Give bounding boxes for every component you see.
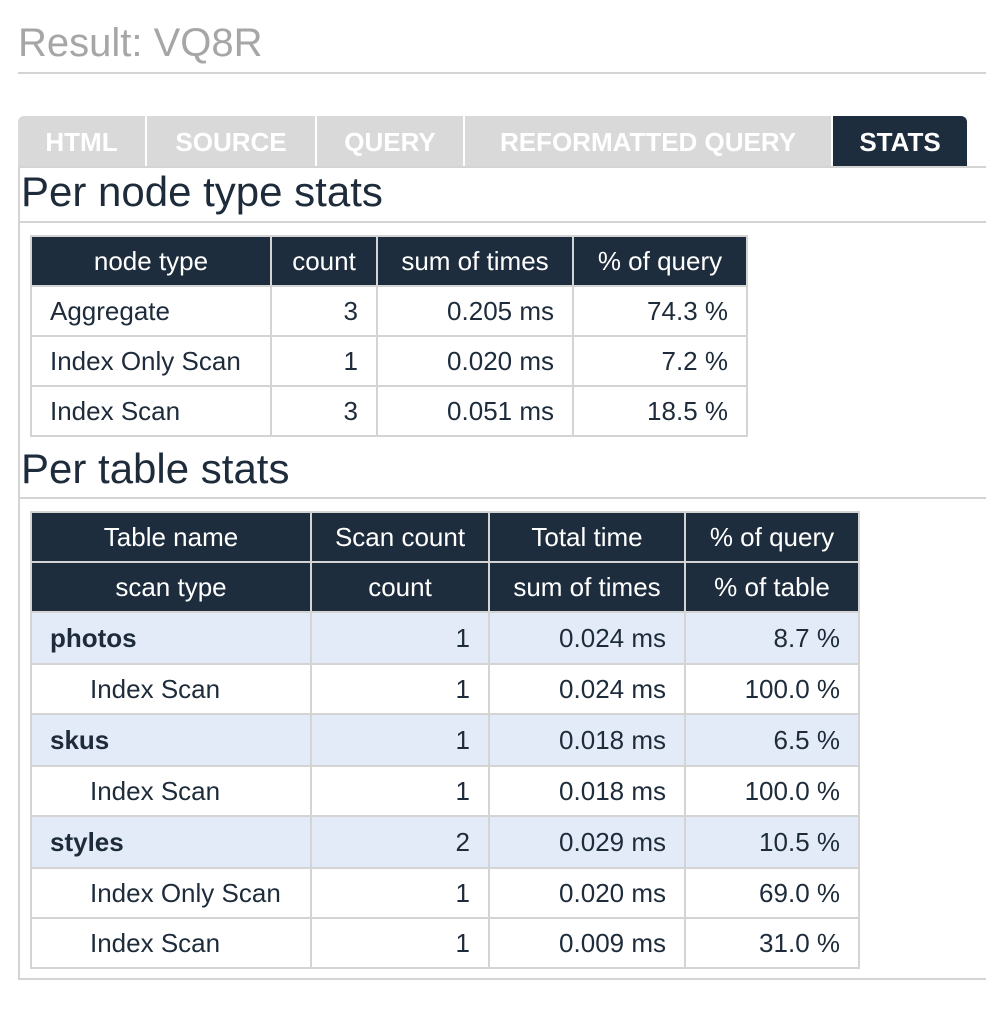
- column-header-table-name: Table name: [30, 511, 312, 563]
- column-header-sum-of-times: sum of times: [488, 561, 686, 613]
- scan-row: Index Scan 1 0.024 ms 100.0 %: [30, 663, 860, 715]
- table-row-skus: skus 1 0.018 ms 6.5 %: [30, 713, 860, 767]
- node-stats-table: node type count sum of times % of query …: [30, 235, 748, 437]
- column-header-scan-count: Scan count: [310, 511, 490, 563]
- table-stats-header-row: Table name Scan count Total time % of qu…: [30, 511, 860, 563]
- sum-of-times-cell: 0.018 ms: [488, 765, 686, 817]
- pct-table-cell: 100.0 %: [684, 765, 860, 817]
- table-stats-heading: Per table stats: [21, 445, 290, 492]
- total-time-cell: 0.029 ms: [488, 815, 686, 869]
- node-type-cell: Index Only Scan: [30, 335, 272, 387]
- count-cell: 3: [270, 385, 378, 437]
- stats-panel: [18, 166, 986, 980]
- scan-count-cell: 1: [310, 611, 490, 665]
- scan-type-cell: Index Only Scan: [30, 867, 312, 919]
- pct-table-cell: 69.0 %: [684, 867, 860, 919]
- count-cell: 1: [310, 663, 490, 715]
- sum-of-times-cell: 0.009 ms: [488, 917, 686, 969]
- pct-query-cell: 10.5 %: [684, 815, 860, 869]
- scan-row: Index Scan 1 0.018 ms 100.0 %: [30, 765, 860, 817]
- node-stats-header-row: node type count sum of times % of query: [30, 235, 748, 287]
- scan-row: Index Only Scan 1 0.020 ms 69.0 %: [30, 867, 860, 919]
- column-header-pct-table: % of table: [684, 561, 860, 613]
- table-name-cell: styles: [30, 815, 312, 869]
- tab-html[interactable]: HTML: [18, 116, 147, 166]
- count-cell: 1: [310, 765, 490, 817]
- column-header-scan-type: scan type: [30, 561, 312, 613]
- pct-query-cell: 18.5 %: [572, 385, 748, 437]
- pct-query-cell: 8.7 %: [684, 611, 860, 665]
- scan-count-cell: 1: [310, 713, 490, 767]
- column-header-count: count: [270, 235, 378, 287]
- scan-type-cell: Index Scan: [30, 663, 312, 715]
- tab-query[interactable]: QUERY: [317, 116, 465, 166]
- tab-source[interactable]: SOURCE: [147, 116, 317, 166]
- column-header-pct-query: % of query: [572, 235, 748, 287]
- table-row-styles: styles 2 0.029 ms 10.5 %: [30, 815, 860, 869]
- sum-of-times-cell: 0.020 ms: [376, 335, 574, 387]
- table-row: Index Scan 3 0.051 ms 18.5 %: [30, 385, 748, 437]
- scan-type-cell: Index Scan: [30, 917, 312, 969]
- total-time-cell: 0.024 ms: [488, 611, 686, 665]
- table-name-cell: skus: [30, 713, 312, 767]
- node-type-cell: Aggregate: [30, 285, 272, 337]
- title-divider: [18, 72, 986, 74]
- scan-row: Index Scan 1 0.009 ms 31.0 %: [30, 917, 860, 969]
- tab-divider: [18, 166, 986, 168]
- count-cell: 1: [310, 867, 490, 919]
- scan-count-cell: 2: [310, 815, 490, 869]
- table-stats-subheader-row: scan type count sum of times % of table: [30, 561, 860, 613]
- count-cell: 3: [270, 285, 378, 337]
- pct-query-cell: 6.5 %: [684, 713, 860, 767]
- column-header-pct-query: % of query: [684, 511, 860, 563]
- count-cell: 1: [310, 917, 490, 969]
- node-stats-divider: [18, 221, 986, 223]
- pct-table-cell: 31.0 %: [684, 917, 860, 969]
- node-stats-heading: Per node type stats: [21, 168, 383, 215]
- tab-reformatted-query[interactable]: REFORMATTED QUERY: [465, 116, 833, 166]
- sum-of-times-cell: 0.051 ms: [376, 385, 574, 437]
- pct-table-cell: 100.0 %: [684, 663, 860, 715]
- pct-query-cell: 7.2 %: [572, 335, 748, 387]
- sum-of-times-cell: 0.024 ms: [488, 663, 686, 715]
- page-title: Result: VQ8R: [18, 21, 263, 65]
- column-header-node-type: node type: [30, 235, 272, 287]
- column-header-sum-of-times: sum of times: [376, 235, 574, 287]
- node-type-cell: Index Scan: [30, 385, 272, 437]
- sum-of-times-cell: 0.205 ms: [376, 285, 574, 337]
- count-cell: 1: [270, 335, 378, 387]
- pct-query-cell: 74.3 %: [572, 285, 748, 337]
- column-header-total-time: Total time: [488, 511, 686, 563]
- table-name-cell: photos: [30, 611, 312, 665]
- tab-stats[interactable]: STATS: [833, 116, 967, 166]
- total-time-cell: 0.018 ms: [488, 713, 686, 767]
- tab-bar: HTML SOURCE QUERY REFORMATTED QUERY STAT…: [18, 116, 967, 166]
- column-header-count: count: [310, 561, 490, 613]
- table-row: Aggregate 3 0.205 ms 74.3 %: [30, 285, 748, 337]
- table-stats-divider: [18, 497, 986, 499]
- sum-of-times-cell: 0.020 ms: [488, 867, 686, 919]
- table-stats-table: Table name Scan count Total time % of qu…: [30, 511, 860, 969]
- table-row: Index Only Scan 1 0.020 ms 7.2 %: [30, 335, 748, 387]
- scan-type-cell: Index Scan: [30, 765, 312, 817]
- table-row-photos: photos 1 0.024 ms 8.7 %: [30, 611, 860, 665]
